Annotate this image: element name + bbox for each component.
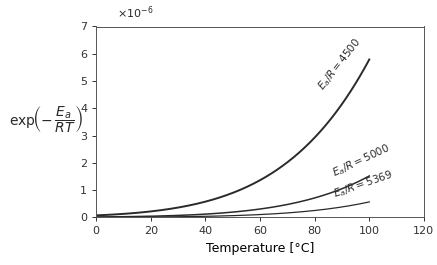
X-axis label: Temperature [°C]: Temperature [°C] bbox=[206, 242, 314, 255]
Text: $E_a/R = 5369$: $E_a/R = 5369$ bbox=[332, 168, 395, 201]
Text: $\mathrm{exp}\!\left(-\,\dfrac{E_a}{RT}\right)$: $\mathrm{exp}\!\left(-\,\dfrac{E_a}{RT}\… bbox=[9, 104, 83, 135]
Text: $E_a/R = 4500$: $E_a/R = 4500$ bbox=[315, 36, 364, 93]
Text: $E_a/R = 5000$: $E_a/R = 5000$ bbox=[331, 141, 393, 180]
Text: $\times10^{-6}$: $\times10^{-6}$ bbox=[118, 4, 154, 21]
